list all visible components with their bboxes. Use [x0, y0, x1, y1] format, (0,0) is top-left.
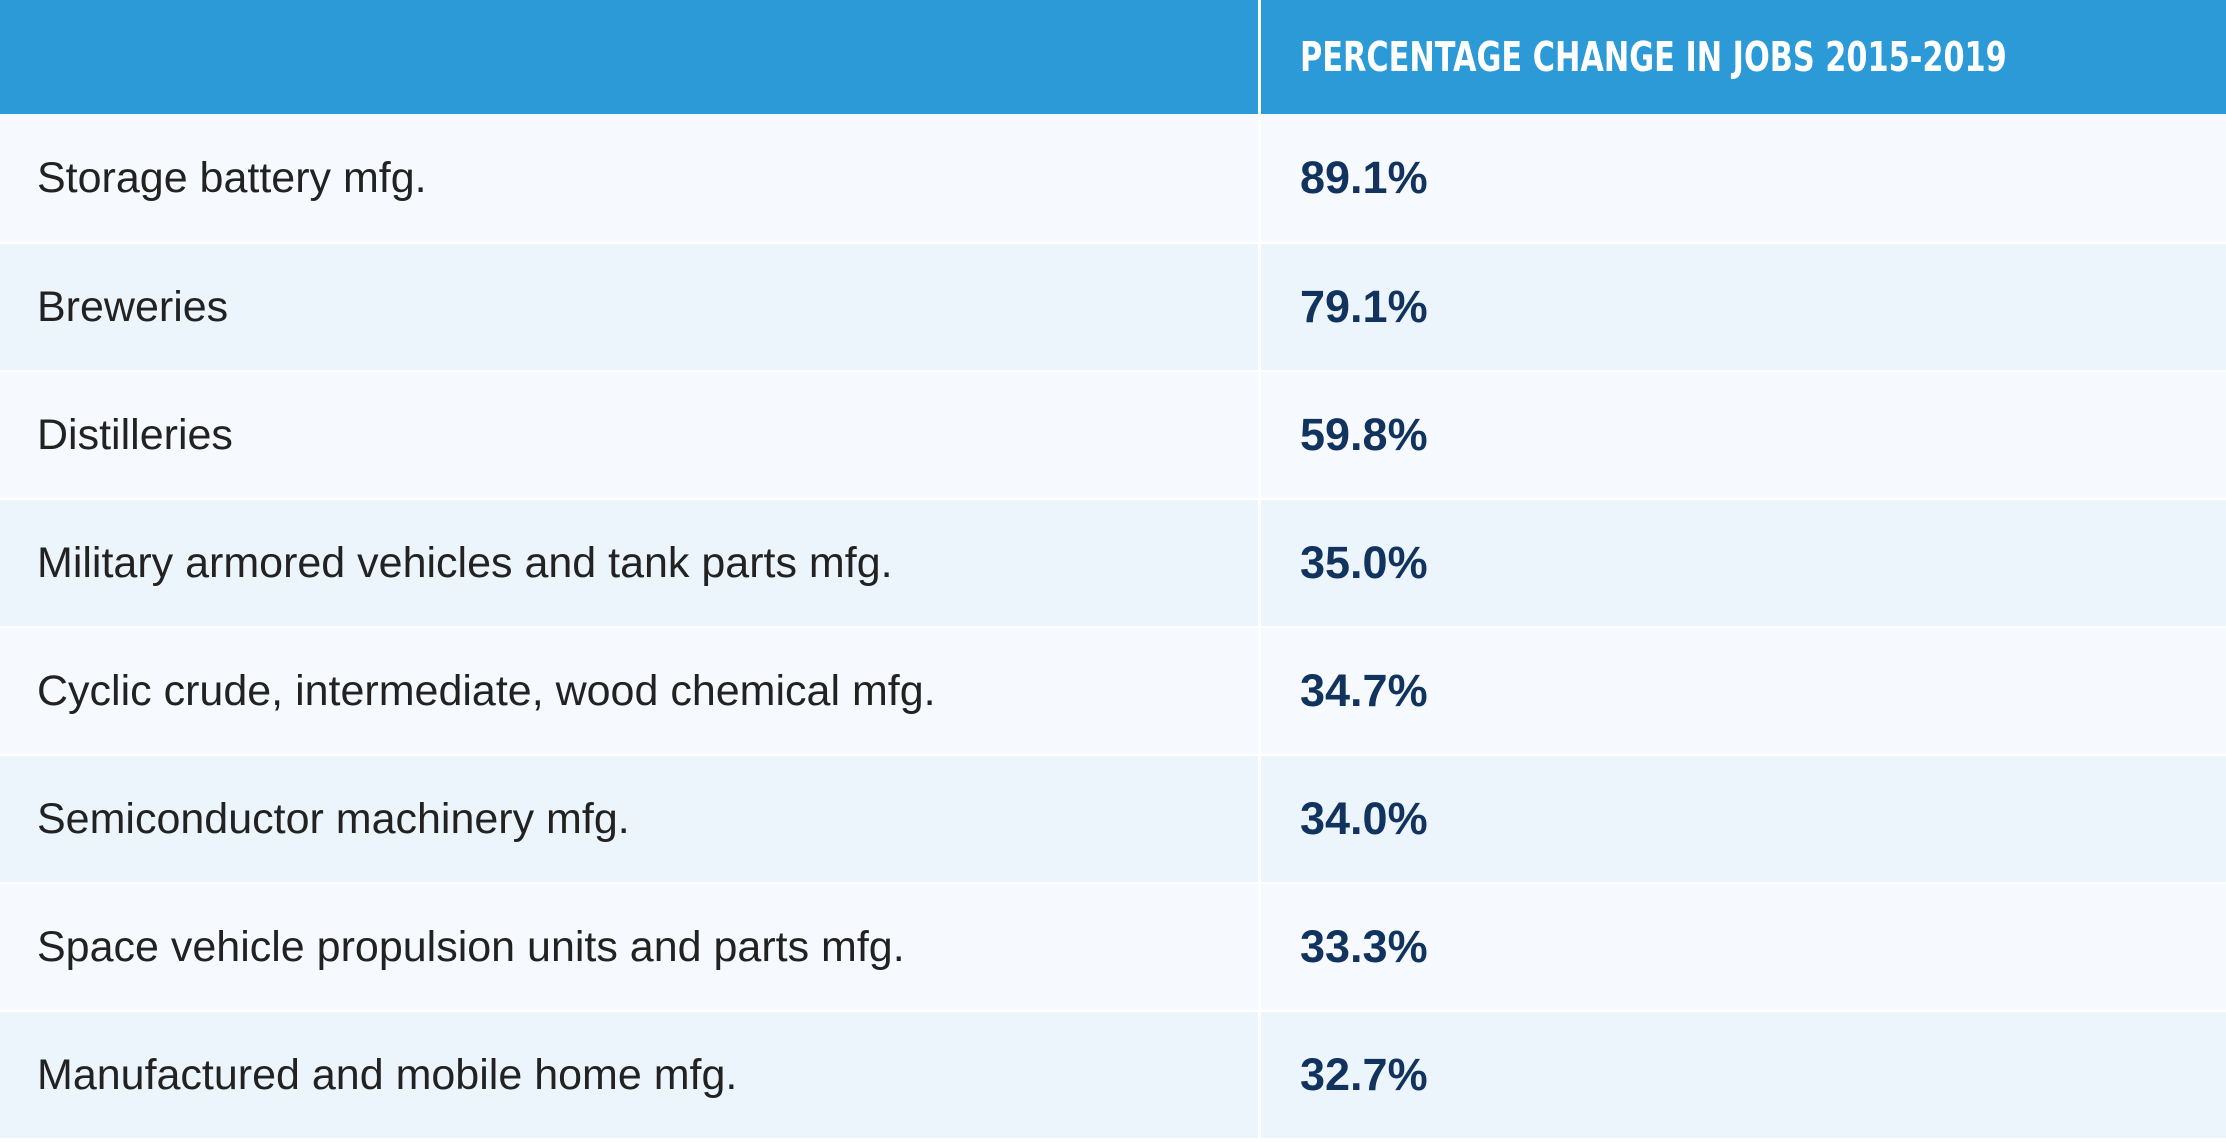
industry-label: Distilleries	[37, 410, 233, 459]
industry-label: Semiconductor machinery mfg.	[37, 794, 630, 843]
industry-label: Military armored vehicles and tank parts…	[37, 538, 893, 587]
table-row: Manufactured and mobile home mfg. 32.7%	[0, 1010, 2226, 1138]
table-row: Cyclic crude, intermediate, wood chemica…	[0, 626, 2226, 754]
table-row: Military armored vehicles and tank parts…	[0, 498, 2226, 626]
column-divider	[1258, 628, 1261, 754]
percentage-value: 33.3%	[1300, 921, 1428, 972]
industry-label: Cyclic crude, intermediate, wood chemica…	[37, 666, 936, 715]
percentage-value: 59.8%	[1300, 409, 1428, 460]
column-divider	[1258, 372, 1261, 498]
header-title: PERCENTAGE CHANGE IN JOBS 2015-2019	[1300, 33, 2007, 81]
percentage-value: 89.1%	[1300, 152, 1428, 203]
table-body: Storage battery mfg. 89.1% Breweries 79.…	[0, 114, 2226, 1138]
table-row: Semiconductor machinery mfg. 34.0%	[0, 754, 2226, 882]
column-divider	[1258, 756, 1261, 882]
percentage-value: 34.0%	[1300, 793, 1428, 844]
column-divider	[1258, 884, 1261, 1010]
percentage-value: 32.7%	[1300, 1049, 1428, 1100]
column-divider	[1258, 244, 1261, 370]
table-row: Breweries 79.1%	[0, 242, 2226, 370]
header-cell-percentage: PERCENTAGE CHANGE IN JOBS 2015-2019	[1261, 0, 2226, 114]
column-divider	[1258, 500, 1261, 626]
industry-label: Manufactured and mobile home mfg.	[37, 1050, 738, 1099]
table-row: Distilleries 59.8%	[0, 370, 2226, 498]
industry-label: Storage battery mfg.	[37, 153, 427, 202]
table-header: PERCENTAGE CHANGE IN JOBS 2015-2019	[0, 0, 2226, 114]
table-row: Space vehicle propulsion units and parts…	[0, 882, 2226, 1010]
table-row: Storage battery mfg. 89.1%	[0, 114, 2226, 242]
header-divider	[1258, 0, 1261, 114]
percentage-value: 79.1%	[1300, 281, 1428, 332]
percentage-value: 34.7%	[1300, 665, 1428, 716]
industry-label: Breweries	[37, 282, 229, 331]
industry-label: Space vehicle propulsion units and parts…	[37, 922, 905, 971]
column-divider	[1258, 114, 1261, 242]
header-cell-industry	[0, 0, 1258, 114]
percentage-value: 35.0%	[1300, 537, 1428, 588]
column-divider	[1258, 1012, 1261, 1138]
